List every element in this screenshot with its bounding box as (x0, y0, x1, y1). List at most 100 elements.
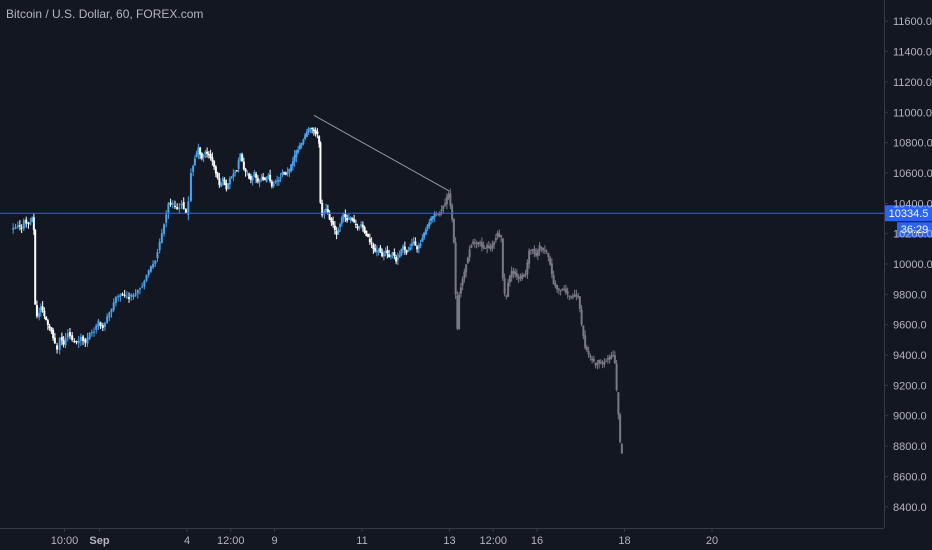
candle-up[interactable] (234, 172, 237, 174)
candle-down[interactable] (361, 224, 364, 228)
candle-up[interactable] (410, 243, 413, 247)
candle-up[interactable] (295, 150, 298, 158)
projection-bar[interactable] (589, 355, 592, 357)
candle-up[interactable] (178, 207, 181, 209)
projection-bar[interactable] (489, 246, 492, 250)
candle-down[interactable] (20, 227, 23, 229)
candle-up[interactable] (202, 155, 205, 158)
candle-down[interactable] (326, 209, 329, 213)
candle-down[interactable] (206, 151, 209, 154)
candle-up[interactable] (340, 217, 343, 224)
projection-bar[interactable] (608, 356, 611, 360)
candle-up[interactable] (171, 203, 174, 205)
candle-up[interactable] (391, 252, 394, 255)
projection-bar[interactable] (601, 362, 604, 365)
candle-up[interactable] (384, 251, 387, 254)
candle-up[interactable] (108, 312, 111, 318)
projection-bar[interactable] (459, 287, 462, 294)
projection-bar[interactable] (437, 214, 440, 216)
projection-bar[interactable] (554, 283, 557, 287)
candle-up[interactable] (375, 250, 378, 253)
candle-down[interactable] (41, 306, 44, 311)
projection-bar[interactable] (496, 232, 499, 237)
projection-bar[interactable] (514, 271, 517, 275)
candle-up[interactable] (260, 178, 263, 180)
candle-down[interactable] (393, 252, 396, 256)
candle-up[interactable] (417, 245, 420, 249)
projection-bar[interactable] (619, 414, 622, 443)
candle-up[interactable] (66, 333, 69, 338)
candle-down[interactable] (25, 219, 28, 224)
projection-bar[interactable] (535, 252, 538, 256)
candle-down[interactable] (381, 252, 384, 257)
projection-bar[interactable] (564, 288, 567, 293)
projection-bar[interactable] (545, 250, 548, 252)
candle-down[interactable] (214, 166, 217, 174)
candle-down[interactable] (225, 183, 228, 190)
projection-bar[interactable] (445, 196, 448, 205)
candle-down[interactable] (405, 250, 408, 253)
candle-down[interactable] (395, 256, 398, 262)
candle-up[interactable] (302, 139, 305, 144)
candle-down[interactable] (128, 297, 131, 299)
projection-bar[interactable] (547, 252, 550, 258)
candle-down[interactable] (169, 202, 172, 205)
candle-down[interactable] (60, 336, 63, 341)
candle-down[interactable] (328, 214, 331, 220)
candle-up[interactable] (277, 179, 280, 182)
projection-bar[interactable] (477, 242, 480, 245)
candle-up[interactable] (349, 216, 352, 220)
candle-up[interactable] (97, 320, 100, 327)
candle-up[interactable] (141, 286, 144, 288)
candle-up[interactable] (389, 255, 392, 257)
candle-down[interactable] (388, 254, 391, 258)
projection-bar[interactable] (480, 242, 483, 247)
candle-down[interactable] (121, 293, 124, 296)
candle-up[interactable] (258, 179, 261, 183)
candle-up[interactable] (93, 331, 96, 333)
candle-up[interactable] (130, 294, 133, 297)
candle-up[interactable] (132, 295, 135, 298)
projection-bar[interactable] (522, 274, 525, 277)
candle-down[interactable] (182, 202, 185, 210)
candle-down[interactable] (199, 147, 202, 155)
candle-down[interactable] (73, 340, 76, 343)
candle-up[interactable] (272, 183, 275, 187)
candle-down[interactable] (330, 218, 333, 223)
candle-down[interactable] (71, 335, 74, 340)
candle-up[interactable] (228, 178, 231, 185)
projection-bar[interactable] (454, 242, 457, 295)
candle-up[interactable] (426, 224, 429, 229)
candle-up[interactable] (297, 149, 300, 153)
projection-bar[interactable] (594, 362, 597, 366)
candle-down[interactable] (319, 142, 322, 203)
candle-up[interactable] (119, 294, 122, 298)
candle-up[interactable] (307, 128, 310, 132)
candle-down[interactable] (46, 320, 49, 326)
candle-down[interactable] (367, 233, 370, 237)
candle-down[interactable] (416, 246, 419, 250)
candle-up[interactable] (167, 203, 170, 215)
projection-bar[interactable] (465, 264, 468, 273)
projection-bar[interactable] (503, 278, 506, 294)
candle-up[interactable] (156, 252, 159, 259)
candle-down[interactable] (68, 332, 71, 337)
candle-down[interactable] (363, 227, 366, 233)
candle-up[interactable] (423, 232, 426, 238)
candle-down[interactable] (84, 339, 87, 343)
candle-up[interactable] (288, 168, 291, 173)
candle-up[interactable] (409, 247, 412, 251)
candle-up[interactable] (424, 229, 427, 235)
projection-bar[interactable] (573, 294, 576, 298)
candle-up[interactable] (400, 249, 403, 256)
trend-line[interactable] (313, 114, 450, 192)
projection-bar[interactable] (452, 218, 455, 243)
candle-up[interactable] (309, 128, 312, 130)
candle-up[interactable] (106, 316, 109, 323)
candle-up[interactable] (290, 164, 293, 171)
projection-bar[interactable] (557, 288, 560, 290)
projection-bar[interactable] (556, 284, 559, 290)
candle-down[interactable] (34, 229, 37, 305)
candle-down[interactable] (48, 325, 51, 329)
projection-bar[interactable] (575, 294, 578, 296)
